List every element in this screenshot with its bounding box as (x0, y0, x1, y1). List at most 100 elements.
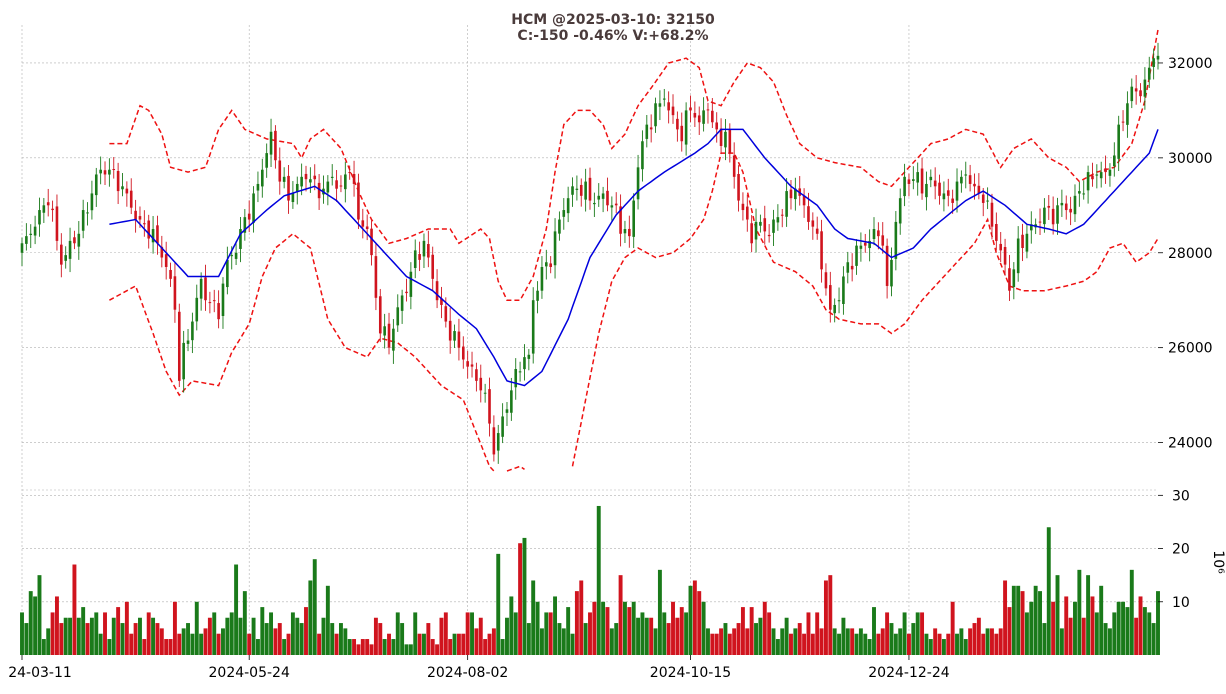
candle-body (929, 176, 933, 181)
candle-body (907, 179, 911, 184)
volume-bar (1055, 575, 1060, 655)
volume-bar (893, 633, 898, 655)
volume-bar (714, 633, 719, 655)
volume-bar (159, 628, 164, 655)
candle-body (169, 269, 172, 279)
volume-bar (1142, 607, 1147, 655)
volume-bar (837, 633, 842, 655)
candle-body (671, 106, 675, 116)
volume-bar (688, 585, 693, 655)
candle-body (291, 193, 295, 203)
volume-bar (1073, 601, 1077, 655)
volume-bar (133, 623, 138, 655)
volume-bar (990, 628, 994, 655)
volume-bar (1156, 591, 1160, 655)
volume-bar (539, 628, 544, 655)
volume-bar (382, 639, 387, 655)
candle-body (859, 245, 863, 249)
volume-bar (1081, 617, 1086, 655)
price-tick-label: 30000 (1168, 151, 1213, 167)
candle-body (772, 219, 775, 233)
moving-average (109, 128, 1159, 387)
volume-bar (1020, 591, 1025, 655)
volume-bar (627, 607, 632, 655)
candle-body (702, 110, 705, 124)
candle-body (855, 245, 858, 266)
candle-body (309, 179, 312, 183)
volume-bar (675, 617, 680, 655)
candle-body (326, 181, 330, 193)
candle-body (466, 361, 469, 367)
candle-body (51, 208, 54, 211)
volume-bar (920, 612, 925, 655)
volume-bar (242, 591, 247, 655)
volume-bar (1147, 612, 1152, 655)
volume-bar (867, 639, 872, 655)
candle-body (881, 235, 885, 246)
candle-body (990, 202, 994, 227)
volume-bar (566, 607, 571, 655)
volume-bar (701, 601, 706, 655)
candle-body (361, 220, 365, 227)
volume-bar (937, 633, 942, 655)
candle-body (601, 193, 605, 199)
volume-bar (789, 633, 793, 655)
volume-bar (330, 623, 335, 655)
volume-bar (59, 623, 64, 655)
volume-bar (1094, 612, 1099, 655)
candle-body (916, 172, 919, 183)
volume-bar (269, 612, 274, 655)
volume-bar (168, 639, 173, 655)
candle-body (632, 200, 635, 237)
bollinger-bands (109, 29, 1159, 472)
volume-bar (636, 617, 641, 655)
volume-bar (1125, 607, 1130, 655)
candle-body (313, 175, 317, 180)
volume-bar (286, 633, 291, 655)
volume-bar (1011, 585, 1016, 655)
candle-body (483, 392, 487, 394)
volume-bar (985, 628, 990, 655)
volume-bar (1059, 628, 1064, 655)
candle-body (999, 243, 1003, 251)
candle-body (1113, 155, 1116, 167)
candle-body (64, 255, 67, 261)
volume-bar (955, 633, 959, 655)
candle-body (208, 302, 212, 304)
candle-body (282, 176, 286, 182)
volume-bar (146, 612, 151, 655)
volume-bar (229, 612, 234, 655)
candle-body (558, 219, 561, 234)
volume-bar (20, 612, 24, 655)
moving-average-line (109, 128, 1159, 387)
volume-bar (885, 612, 890, 655)
volume-bar (1033, 585, 1038, 655)
volume-bar (732, 628, 737, 655)
candle-body (1082, 193, 1086, 195)
candle-body (641, 141, 644, 170)
volume-bar (129, 633, 134, 655)
volume-bar (631, 601, 636, 655)
volume-bar (976, 617, 981, 655)
volume-bar (832, 628, 837, 655)
volume-bar (290, 612, 295, 655)
volume-bar (487, 633, 492, 655)
volume-bar (207, 617, 212, 655)
volume-bar (1086, 575, 1091, 655)
volume-bar (216, 633, 221, 655)
candle-body (1091, 175, 1094, 180)
candle-body (383, 326, 386, 336)
volume-bar (819, 628, 824, 655)
candle-body (300, 176, 303, 187)
volume-bar (666, 623, 671, 655)
volume-bar (54, 596, 59, 655)
candle-body (938, 182, 941, 196)
volume-bar (692, 580, 697, 655)
candle-body (475, 369, 478, 381)
candle-body (877, 230, 880, 237)
candle-body (540, 266, 544, 291)
candle-body (1152, 58, 1155, 67)
candle-body (387, 323, 391, 348)
volume-bar (1134, 617, 1139, 655)
volume-bar (338, 623, 343, 655)
